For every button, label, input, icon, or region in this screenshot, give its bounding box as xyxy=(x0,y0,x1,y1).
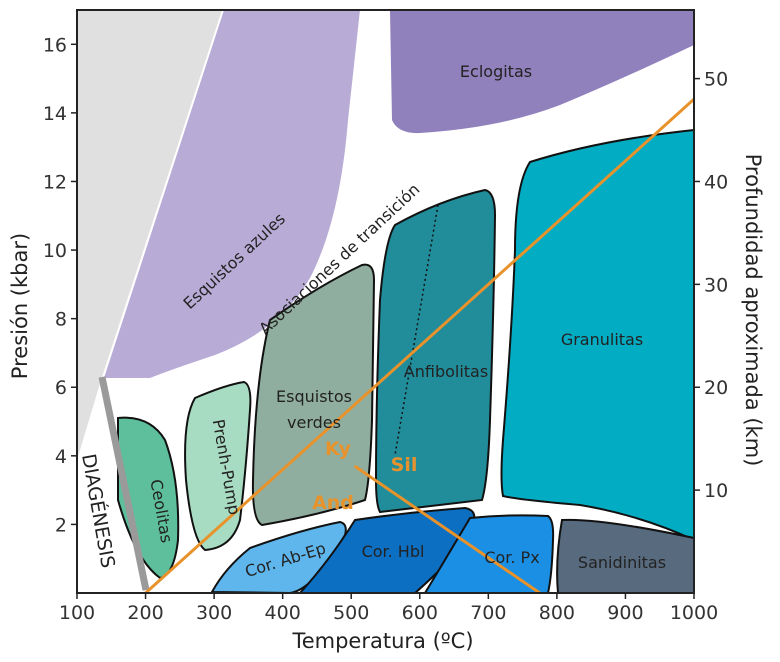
blueschist-region xyxy=(104,10,360,378)
x-tick-label: 500 xyxy=(333,602,369,624)
x-tick-label: 300 xyxy=(196,602,232,624)
y-tick-label: 12 xyxy=(43,171,67,193)
y-tick-label: 4 xyxy=(55,446,67,468)
depth-tick-label: 30 xyxy=(704,274,728,296)
diagenesis-region xyxy=(77,10,222,460)
eclogite-label: Eclogitas xyxy=(460,62,532,81)
granulite-region xyxy=(500,128,695,542)
hornfels-px-region xyxy=(423,514,555,594)
x-tick-label: 1000 xyxy=(670,602,718,624)
andalusite-label: And xyxy=(312,492,354,514)
plot-frame xyxy=(76,9,695,594)
depth-tick-label: 20 xyxy=(704,377,728,399)
eclogite-region xyxy=(390,10,694,134)
depth-tick-label: 50 xyxy=(704,69,728,91)
sillimanite-label: Sil xyxy=(391,454,418,476)
amphibolite-dotted-line xyxy=(394,204,439,456)
prehnite-pumpellyite-region xyxy=(184,380,252,552)
depth-axis-title: Profundidad aproximada (km) xyxy=(741,154,765,467)
y-tick-label: 6 xyxy=(55,377,67,399)
x-axis-ticks: 100 200 300 400 500 600 700 800 900 1000 xyxy=(59,593,718,624)
depth-tick-label: 40 xyxy=(704,171,728,193)
geotherm-line xyxy=(144,98,696,595)
kyanite-label: Ky xyxy=(325,438,352,460)
x-tick-label: 700 xyxy=(470,602,506,624)
x-tick-label: 100 xyxy=(59,602,95,624)
x-axis-title: Temperatura (ºC) xyxy=(291,629,473,653)
depth-axis-ticks: 10 20 30 40 50 xyxy=(694,69,728,502)
y-axis-ticks: 2 4 6 8 10 12 14 16 xyxy=(43,34,77,536)
diagenesis-boundary xyxy=(98,376,150,591)
y-tick-label: 14 xyxy=(43,103,67,125)
amphibolite-region xyxy=(374,188,497,514)
amphibolite-label: Anfibolitas xyxy=(404,362,488,381)
greenschist-label-1: Esquistos xyxy=(276,387,352,406)
x-tick-label: 600 xyxy=(402,602,438,624)
hornfels-px-label: Cor. Px xyxy=(484,548,539,567)
andalusite-sillimanite-line xyxy=(353,464,541,595)
x-tick-label: 200 xyxy=(127,602,163,624)
y-tick-label: 8 xyxy=(55,309,67,331)
granulite-label: Granulitas xyxy=(561,330,643,349)
x-tick-label: 800 xyxy=(539,602,575,624)
y-tick-label: 16 xyxy=(43,34,67,56)
depth-tick-label: 10 xyxy=(704,480,728,502)
greenschist-label-2: verdes xyxy=(287,413,341,432)
y-tick-label: 2 xyxy=(55,514,67,536)
y-tick-label: 10 xyxy=(43,240,67,262)
x-tick-label: 400 xyxy=(265,602,301,624)
x-tick-label: 900 xyxy=(607,602,643,624)
y-axis-title: Presión (kbar) xyxy=(8,233,32,379)
sanidinite-label: Sanidinitas xyxy=(578,553,666,572)
hornfels-hbl-label: Cor. Hbl xyxy=(362,542,425,561)
